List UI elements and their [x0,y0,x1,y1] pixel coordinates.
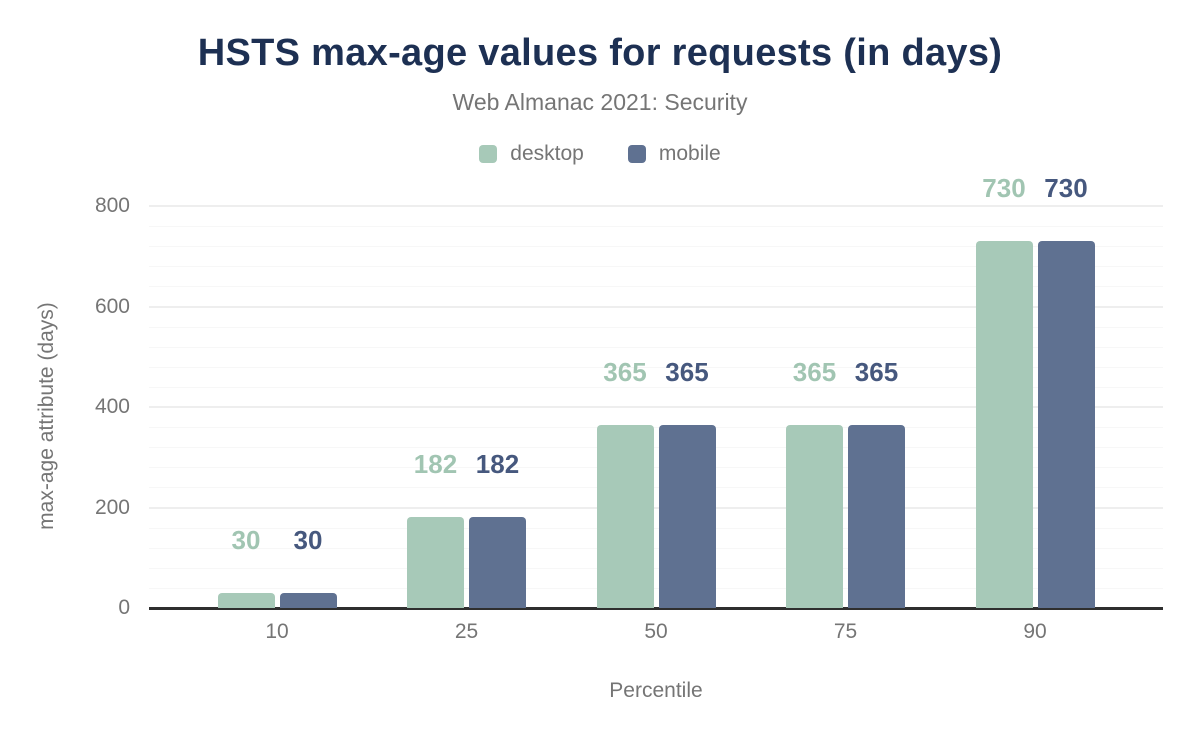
minor-gridline-480 [149,366,1163,368]
bar-desktop-p50[interactable] [596,425,654,608]
major-gridline-400 [149,406,1163,408]
x-tick-label-10: 10 [265,620,289,643]
x-tick-label-50: 50 [644,620,668,643]
minor-gridline-560 [149,326,1163,328]
legend-label-desktop: desktop [510,142,584,165]
minor-gridline-40 [149,587,1163,589]
minor-gridline-120 [149,547,1163,549]
y-tick-label-800: 800 [94,194,130,217]
bar-mobile-p50[interactable] [658,425,716,608]
y-tick-label-200: 200 [94,495,130,519]
bar-value-desktop-p10: 30 [231,525,261,555]
x-axis-title: Percentile [609,679,703,702]
minor-gridline-680 [149,266,1163,268]
minor-gridline-160 [149,527,1163,529]
minor-gridline-720 [149,246,1163,248]
legend-label-mobile: mobile [658,142,721,165]
minor-gridline-520 [149,346,1163,348]
bar-mobile-p75[interactable] [848,425,905,608]
bar-value-mobile-p10: 30 [293,525,323,555]
minor-gridline-440 [149,386,1163,388]
minor-gridline-280 [149,467,1163,469]
bar-mobile-p25[interactable] [469,517,526,608]
desktop-swatch-icon [479,145,498,163]
major-gridline-800 [149,205,1163,207]
major-gridline-200 [149,506,1163,509]
x-tick-label-75: 75 [833,620,858,643]
chart-title: HSTS max-age values for requests (in day… [197,32,1003,74]
bar-value-mobile-p50: 365 [665,357,709,387]
y-tick-label-0: 0 [118,596,130,619]
bar-value-mobile-p75: 365 [854,357,899,387]
minor-gridline-80 [149,567,1163,569]
bar-value-desktop-p50: 365 [603,357,647,387]
x-axis-line [149,607,1163,610]
bar-desktop-p90[interactable] [975,241,1033,608]
x-tick-label-90: 90 [1023,620,1047,643]
legend-item-desktop[interactable]: desktop [479,142,584,166]
x-tick-label-25: 25 [454,620,479,643]
chart-subtitle: Web Almanac 2021: Security [452,89,748,115]
bar-value-desktop-p75: 365 [792,357,837,387]
legend-item-mobile[interactable]: mobile [627,142,721,166]
bar-desktop-p10[interactable] [217,593,275,608]
bar-value-desktop-p25: 182 [413,449,458,479]
major-gridline-600 [149,305,1163,308]
y-tick-label-600: 600 [94,294,130,318]
legend: desktop mobile [0,142,1200,166]
mobile-swatch-icon [627,145,646,163]
minor-gridline-240 [149,487,1163,489]
bar-desktop-p75[interactable] [786,425,843,608]
bar-value-desktop-p90: 730 [982,173,1026,203]
bar-value-mobile-p25: 182 [475,449,520,479]
bar-value-mobile-p90: 730 [1044,173,1088,203]
minor-gridline-640 [149,286,1163,288]
minor-gridline-760 [149,226,1163,228]
minor-gridline-320 [149,447,1163,449]
bar-desktop-p25[interactable] [407,517,464,608]
minor-gridline-360 [149,427,1163,429]
y-tick-label-400: 400 [94,395,130,418]
bar-mobile-p90[interactable] [1037,241,1095,608]
bar-mobile-p10[interactable] [279,593,337,608]
